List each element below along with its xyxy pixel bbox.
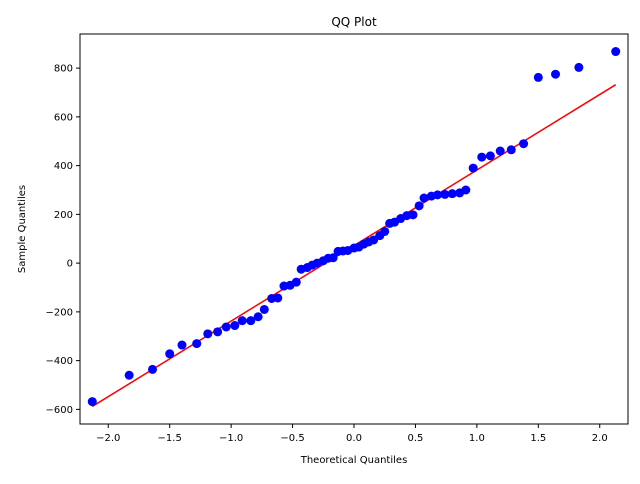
data-point bbox=[519, 139, 529, 149]
data-point bbox=[213, 327, 223, 337]
data-point bbox=[147, 364, 157, 374]
data-point bbox=[253, 312, 263, 322]
y-tick-label: 800 bbox=[54, 64, 73, 75]
data-point bbox=[230, 321, 240, 331]
data-point bbox=[221, 322, 231, 332]
y-axis-label: Sample Quantiles bbox=[17, 185, 28, 273]
data-point bbox=[203, 329, 213, 339]
data-point bbox=[124, 370, 134, 380]
chart-title: QQ Plot bbox=[331, 15, 377, 29]
y-tick-label: −200 bbox=[46, 307, 73, 318]
data-point bbox=[246, 316, 256, 326]
data-point bbox=[408, 210, 418, 220]
data-point bbox=[477, 152, 487, 162]
x-tick-label: −0.5 bbox=[280, 433, 304, 444]
data-point bbox=[468, 163, 478, 173]
data-point bbox=[291, 277, 301, 287]
data-point bbox=[192, 339, 202, 349]
data-point bbox=[328, 253, 338, 263]
plot-area: −2.0 −1.5 −1.0 −0.5 0.0 0.5 1.0 1.5 2.0 −600 −400 −… bbox=[46, 33, 629, 444]
data-point bbox=[273, 293, 283, 303]
data-point bbox=[551, 69, 561, 79]
data-point bbox=[414, 201, 424, 211]
data-point bbox=[433, 190, 443, 200]
data-point bbox=[447, 189, 457, 199]
x-tick-label: 2.0 bbox=[592, 433, 608, 444]
y-tick-label: 200 bbox=[54, 210, 73, 221]
data-point bbox=[440, 189, 450, 199]
data-point bbox=[461, 185, 471, 195]
y-tick-label: 0 bbox=[67, 259, 73, 270]
data-point bbox=[165, 349, 175, 359]
data-point bbox=[574, 62, 584, 72]
data-point bbox=[259, 304, 269, 314]
data-point bbox=[611, 47, 621, 57]
data-point bbox=[485, 151, 495, 161]
x-tick-label: 1.5 bbox=[530, 433, 546, 444]
x-tick-label: 0.0 bbox=[346, 433, 362, 444]
y-tick-label: 400 bbox=[54, 161, 73, 172]
x-tick-label: −2.0 bbox=[96, 433, 120, 444]
x-tick-label: −1.5 bbox=[158, 433, 182, 444]
data-point bbox=[177, 340, 187, 350]
x-tick-label: 0.5 bbox=[407, 433, 423, 444]
x-tick-label: −1.0 bbox=[219, 433, 243, 444]
y-tick-label: 600 bbox=[54, 112, 73, 123]
y-tick-label: −400 bbox=[46, 356, 73, 367]
data-point bbox=[419, 193, 429, 203]
data-point bbox=[533, 72, 543, 82]
data-point bbox=[495, 146, 505, 156]
y-tick-label: −600 bbox=[46, 405, 73, 416]
data-point bbox=[237, 316, 247, 326]
data-point bbox=[506, 145, 516, 155]
x-tick-label: 1.0 bbox=[469, 433, 485, 444]
x-axis-label: Theoretical Quantiles bbox=[300, 455, 408, 466]
data-point bbox=[380, 226, 390, 236]
data-point bbox=[87, 397, 97, 407]
